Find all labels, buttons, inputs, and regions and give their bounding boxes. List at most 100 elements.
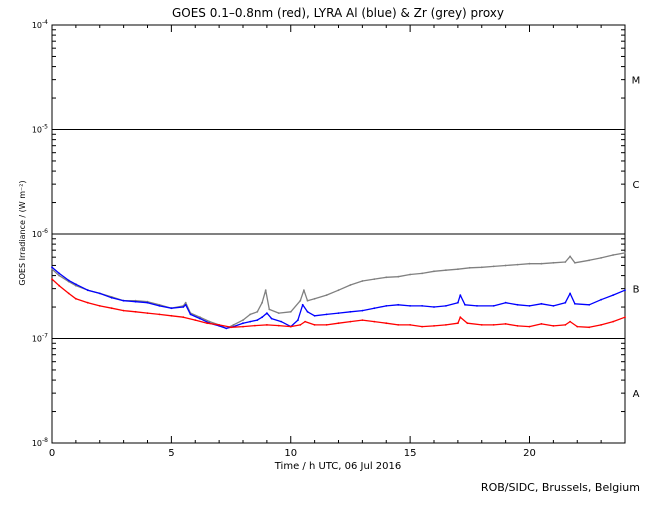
series-point-1: [457, 301, 459, 304]
series-point-0: [337, 289, 340, 292]
series-point-1: [242, 322, 244, 325]
credit-text: ROB/SIDC, Brussels, Belgium: [480, 481, 640, 494]
series-point-2: [421, 325, 423, 328]
series-point-1: [528, 305, 531, 307]
series-point-2: [289, 325, 292, 328]
series-point-1: [516, 303, 519, 306]
series-point-0: [480, 266, 483, 269]
series-point-2: [254, 324, 256, 327]
y-tick-label: 10-4: [32, 19, 48, 30]
y-tick-label: 10-5: [32, 124, 48, 135]
series-point-0: [385, 276, 388, 279]
series-line-1: [51, 266, 626, 330]
series-point-1: [51, 266, 53, 269]
series-point-2: [445, 324, 447, 326]
x-tick-label: 15: [404, 448, 417, 459]
series-point-0: [249, 313, 252, 316]
series-point-1: [199, 317, 201, 320]
y-tick-exponent: -7: [42, 333, 48, 340]
series-point-0: [199, 316, 201, 319]
series-point-2: [349, 320, 352, 323]
series-point-0: [242, 319, 244, 321]
series-point-1: [58, 272, 61, 275]
series-point-0: [516, 263, 519, 266]
series-point-1: [349, 310, 352, 313]
class-label-a: A: [633, 389, 640, 400]
y-tick-base: 10: [32, 21, 42, 30]
series-point-1: [433, 306, 435, 308]
series-point-1: [397, 303, 400, 306]
y-tick-base: 10: [32, 230, 42, 239]
series-point-0: [409, 273, 411, 276]
series-point-1: [98, 292, 101, 295]
series-point-2: [612, 320, 614, 323]
x-tick-label: 10: [284, 448, 297, 459]
series-layer: [51, 252, 626, 330]
series-point-2: [600, 324, 602, 326]
series-point-0: [349, 284, 352, 286]
series-point-2: [361, 319, 364, 321]
series-point-0: [256, 310, 259, 313]
series-point-1: [256, 319, 259, 321]
series-point-2: [134, 310, 137, 313]
class-label-c: C: [633, 180, 640, 191]
series-point-0: [303, 289, 305, 292]
series-point-2: [552, 325, 555, 327]
series-point-0: [552, 261, 555, 264]
series-point-0: [612, 254, 614, 256]
series-point-0: [574, 261, 576, 264]
series-point-2: [266, 324, 268, 326]
series-point-2: [75, 297, 77, 300]
series-point-1: [569, 292, 571, 295]
series-point-2: [409, 324, 411, 326]
series-point-2: [480, 324, 483, 326]
series-point-2: [528, 325, 531, 328]
series-point-1: [445, 305, 447, 307]
series-point-1: [574, 302, 576, 305]
series-point-0: [433, 270, 435, 273]
y-tick-label: 10-7: [32, 333, 48, 344]
series-point-2: [304, 320, 306, 323]
series-point-2: [67, 292, 70, 295]
series-point-1: [361, 309, 364, 312]
series-point-1: [297, 319, 299, 321]
x-tick-label: 20: [523, 448, 536, 459]
series-point-1: [261, 316, 263, 319]
series-point-0: [540, 262, 543, 265]
series-point-2: [457, 322, 459, 325]
series-point-2: [194, 319, 197, 321]
series-point-2: [504, 323, 507, 325]
series-point-1: [270, 317, 273, 320]
series-point-1: [301, 303, 304, 306]
series-point-2: [98, 305, 101, 307]
series-point-1: [67, 279, 70, 282]
series-point-2: [540, 323, 543, 325]
series-point-0: [600, 257, 602, 259]
series-point-2: [122, 309, 125, 312]
series-point-0: [361, 280, 364, 282]
series-point-1: [421, 305, 423, 307]
series-point-1: [158, 305, 161, 307]
y-tick-exponent: -8: [42, 437, 48, 444]
series-point-0: [264, 289, 267, 292]
series-point-0: [58, 274, 61, 277]
series-point-2: [492, 324, 495, 326]
series-point-0: [421, 272, 423, 275]
x-axis-label: Time / h UTC, 06 Jul 2016: [274, 461, 402, 472]
series-point-1: [588, 303, 591, 306]
series-point-1: [459, 294, 462, 296]
series-point-2: [230, 326, 233, 329]
series-point-2: [242, 325, 244, 328]
y-tick-exponent: -6: [42, 228, 48, 235]
series-point-2: [206, 322, 209, 325]
series-point-2: [588, 326, 591, 329]
series-point-0: [325, 294, 328, 296]
series-point-1: [552, 305, 555, 307]
series-point-1: [476, 305, 478, 307]
series-point-0: [268, 308, 271, 311]
series-point-2: [58, 284, 61, 287]
series-point-2: [397, 324, 400, 326]
x-tick-label: 0: [49, 448, 55, 459]
series-point-2: [433, 325, 435, 327]
series-point-1: [75, 283, 77, 286]
